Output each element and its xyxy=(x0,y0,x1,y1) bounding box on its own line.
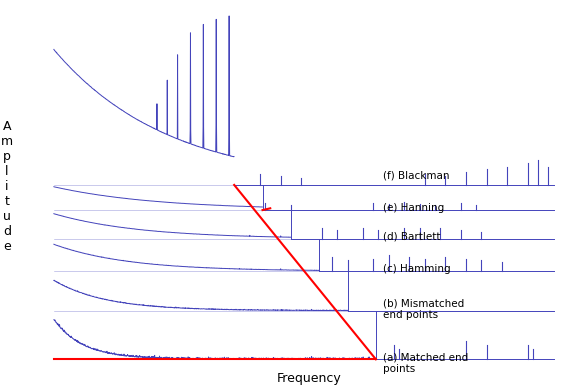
Text: (b) Mismatched
end points: (b) Mismatched end points xyxy=(382,298,464,320)
Text: (c) Hamming: (c) Hamming xyxy=(382,264,450,274)
Text: (e) Hanning: (e) Hanning xyxy=(382,203,444,212)
Text: (d) Bartlett: (d) Bartlett xyxy=(382,231,440,241)
X-axis label: Frequency: Frequency xyxy=(276,372,341,385)
Text: (f) Blackman: (f) Blackman xyxy=(382,171,449,181)
Text: (a) Matched end
points: (a) Matched end points xyxy=(382,353,468,374)
Text: A
m
p
l
i
t
u
d
e: A m p l i t u d e xyxy=(1,120,13,253)
